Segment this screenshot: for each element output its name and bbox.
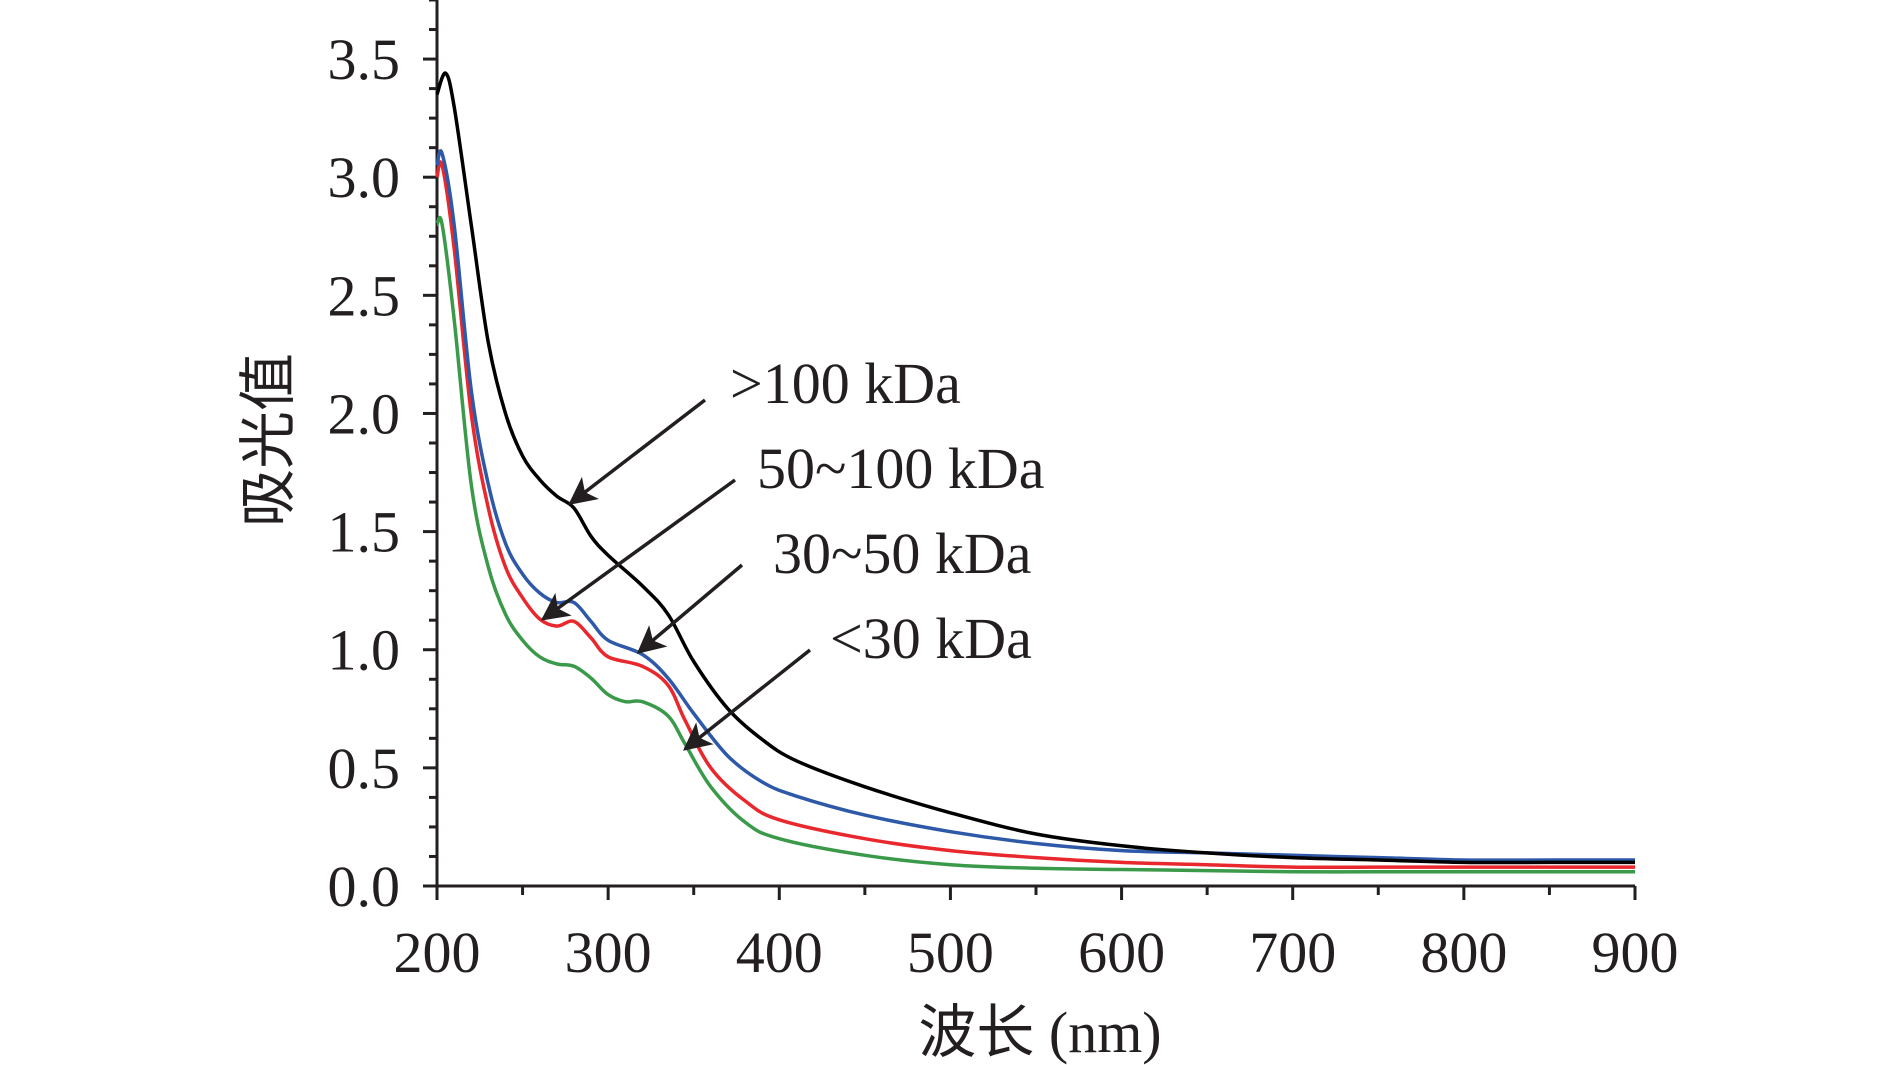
x-tick-label: 200	[394, 920, 481, 985]
y-tick-label: 1.0	[328, 618, 401, 683]
annotation-arrow	[682, 648, 812, 751]
annotation-label: >100 kDa	[730, 351, 961, 416]
annotation-label: 50~100 kDa	[757, 436, 1045, 501]
series-line	[435, 71, 1635, 865]
series-lines	[435, 71, 1635, 874]
annotation-label: 30~50 kDa	[773, 521, 1032, 586]
annotations: >100 kDa 50~100 kDa 30~50 kDa <30 kDa	[540, 351, 1045, 751]
series-line	[435, 215, 1635, 874]
y-tick-label: 1.5	[328, 500, 401, 565]
x-tick-label: 900	[1592, 920, 1679, 985]
x-tick-label: 800	[1420, 920, 1507, 985]
y-tick-label: 2.0	[328, 381, 401, 446]
annotation-arrow	[636, 563, 744, 654]
series-line	[435, 149, 1635, 862]
annotation-arrow	[568, 398, 707, 505]
axes: 200 300 400 500 600 700 800 900 0.0 0.5 1.0 1.5 2.0 2…	[328, 0, 1679, 985]
y-tick-label: 3.0	[328, 145, 401, 210]
y-tick-label: 0.0	[328, 854, 401, 919]
series-line	[435, 160, 1635, 870]
y-tick-label: 3.5	[328, 27, 401, 92]
annotation-arrow	[540, 478, 737, 621]
x-tick-label: 600	[1078, 920, 1165, 985]
y-tick-label: 0.5	[328, 736, 401, 801]
x-tick-label: 300	[565, 920, 652, 985]
y-axis-title: 吸光值	[236, 353, 301, 527]
x-tick-label: 700	[1249, 920, 1336, 985]
y-tick-label: 2.5	[328, 263, 401, 328]
annotation-label: <30 kDa	[830, 606, 1032, 671]
x-axis-title: 波长 (nm)	[918, 1000, 1161, 1065]
x-tick-label: 500	[907, 920, 994, 985]
x-tick-label: 400	[736, 920, 823, 985]
